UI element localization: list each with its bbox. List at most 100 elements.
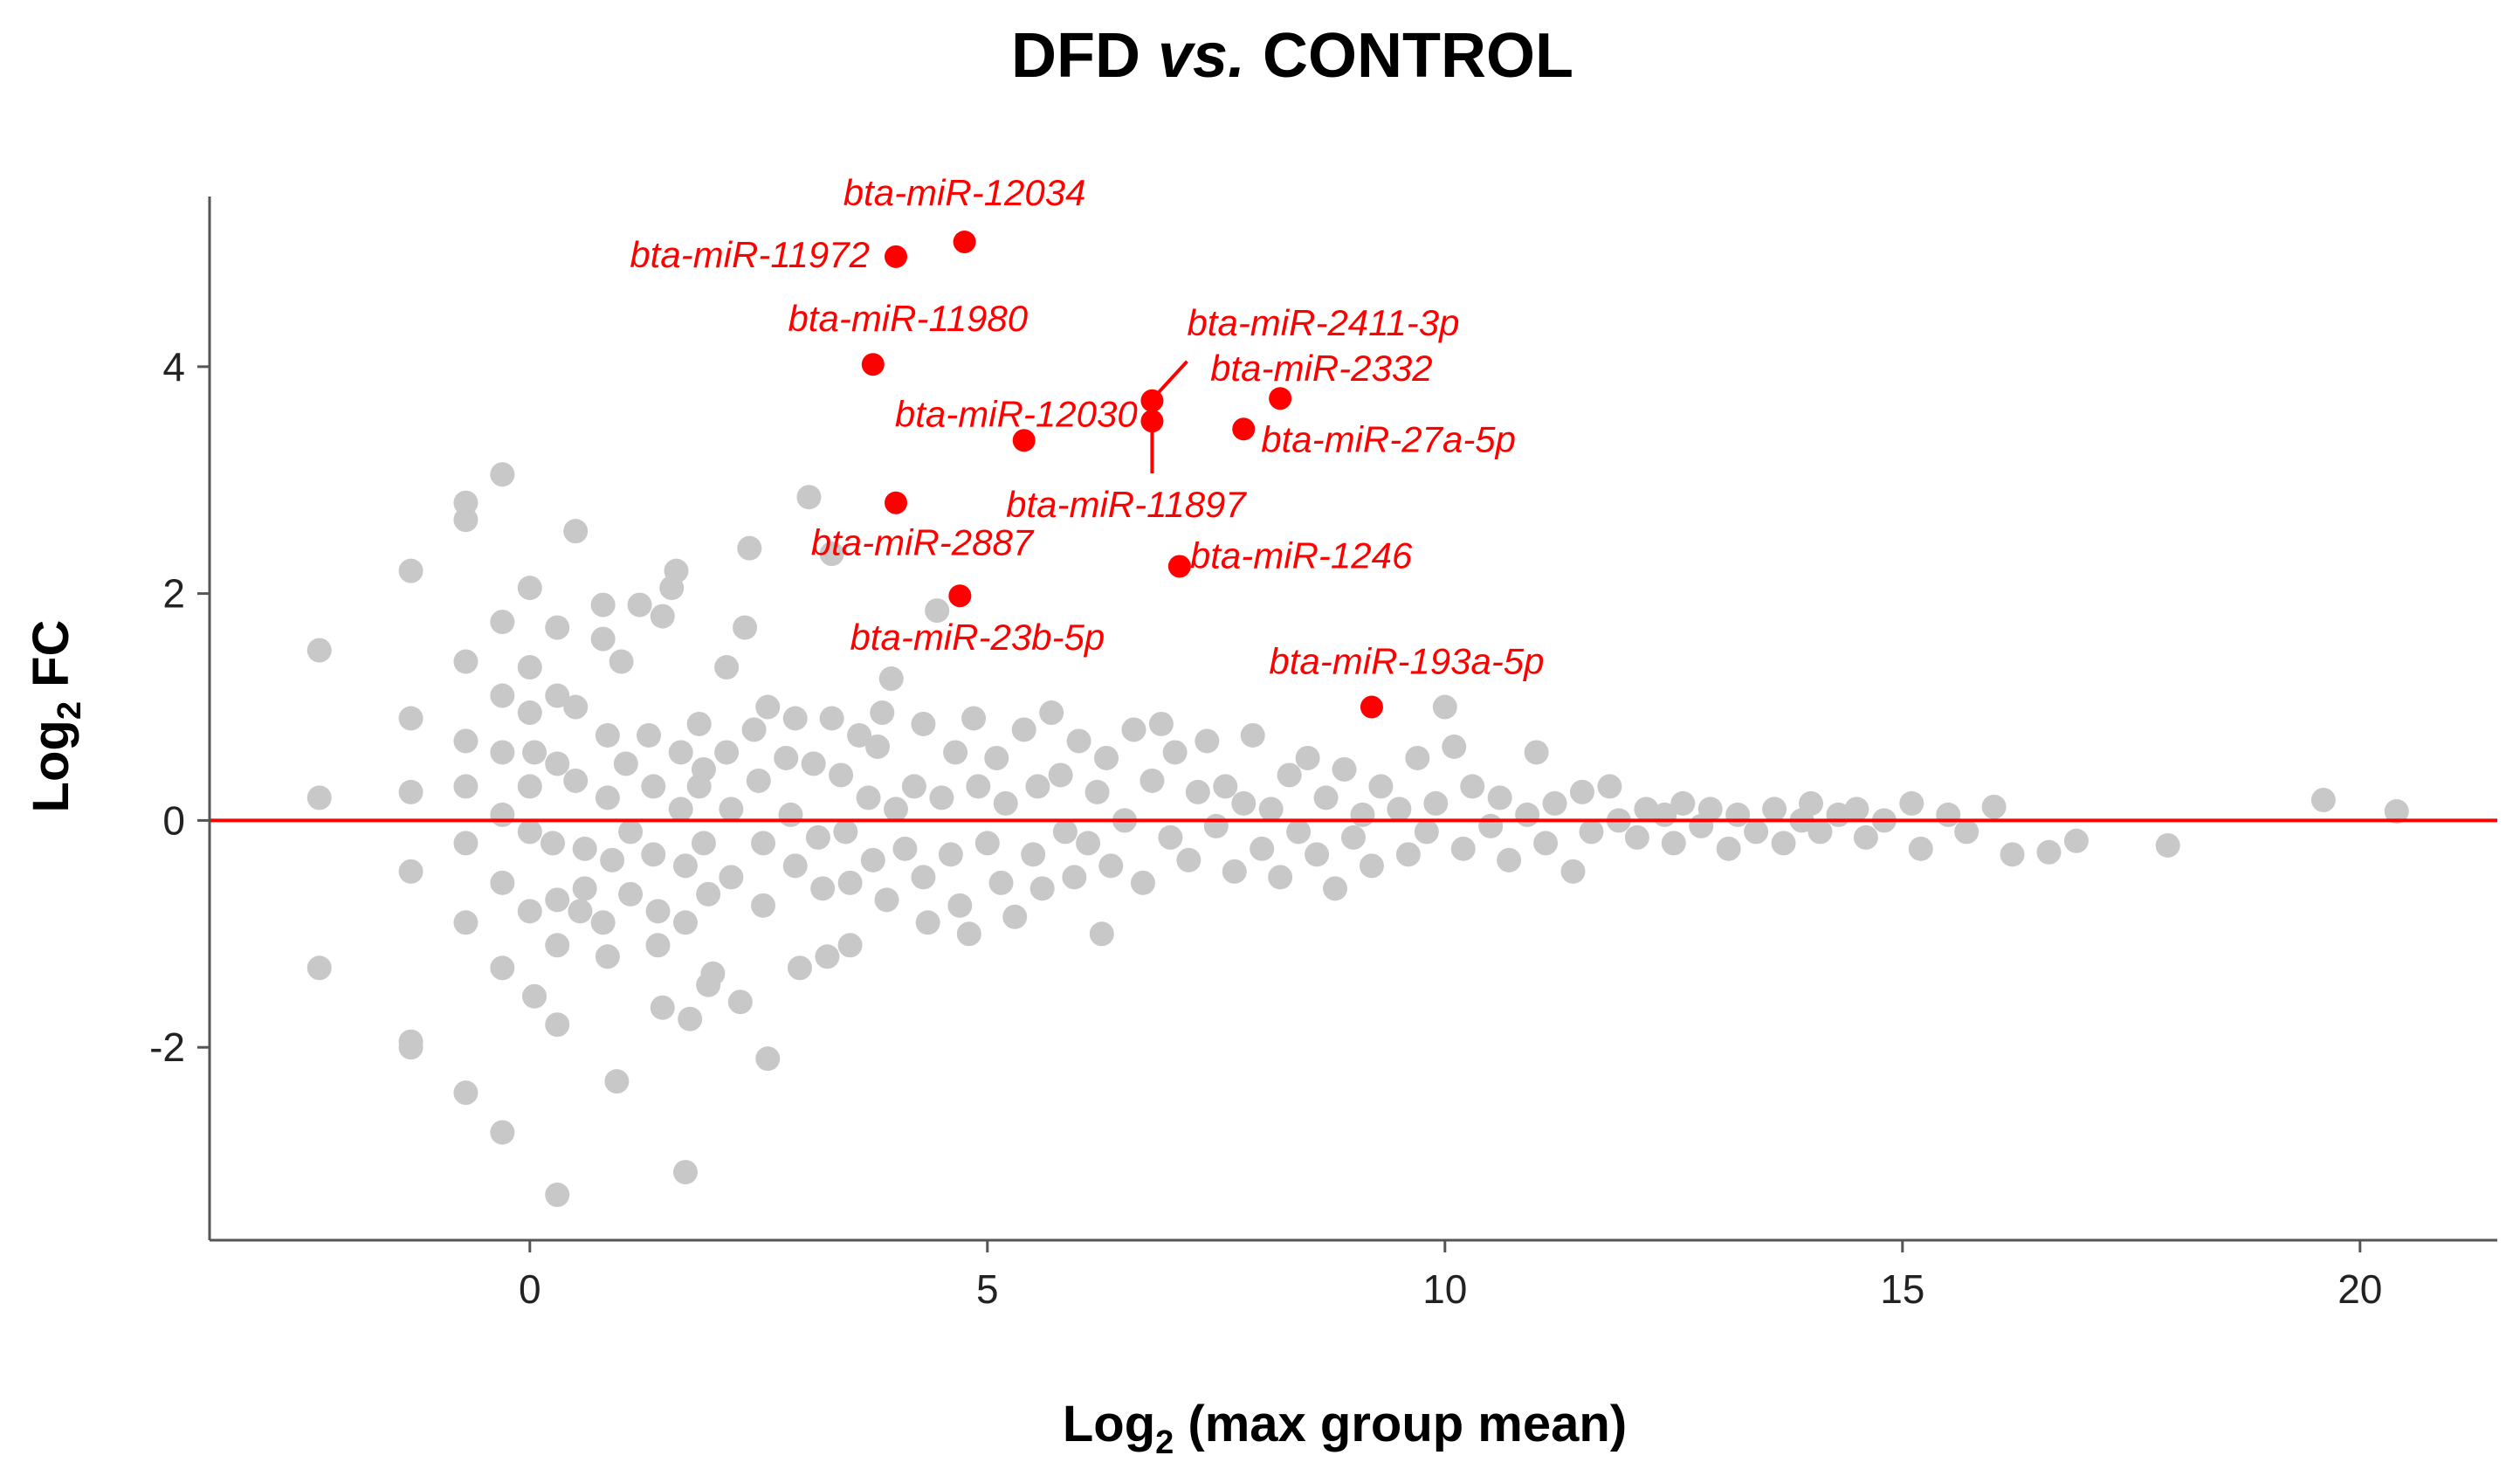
background-point [604,1069,630,1094]
background-point [1697,797,1723,822]
background-point [865,734,891,759]
background-point [1076,831,1101,856]
highlighted-point [1140,389,1164,412]
background-point [398,558,423,583]
background-point [590,910,616,935]
background-point [1121,717,1146,742]
background-point [590,626,616,652]
background-point [517,819,542,845]
background-point [719,865,744,890]
background-point [540,831,565,856]
background-point [911,711,936,736]
background-point [306,638,332,663]
background-point [1250,836,1275,861]
y-tick-label: 0 [162,797,185,843]
background-point [1497,847,1522,872]
y-axis-title-sub: 2 [52,701,88,720]
background-point [1002,904,1028,929]
highlighted-point-label: bta-miR-23b-5p [850,617,1105,658]
background-point [664,558,689,583]
background-point [306,955,332,981]
background-point [819,541,844,567]
background-point [545,683,570,708]
background-point [609,649,634,674]
background-point [782,853,808,879]
background-point [1744,819,1769,845]
background-point [453,490,479,515]
background-point [517,655,542,680]
background-point [490,740,515,765]
background-point [696,881,721,907]
background-point [645,899,671,924]
background-point [686,711,712,736]
background-point [1936,802,1961,827]
background-point [522,983,547,1009]
background-point [1332,756,1357,782]
chart-title-left: DFD [1011,21,1158,91]
background-point [1130,870,1155,895]
highlighted-point [861,353,885,376]
highlighted-point [948,584,972,608]
background-point [1286,819,1312,845]
background-point [398,1035,423,1060]
background-point [453,910,479,935]
background-point [668,740,693,765]
background-point [829,762,854,788]
background-point [1624,824,1649,850]
background-point [453,774,479,799]
background-point [613,751,638,776]
background-point [572,836,597,861]
background-point [453,831,479,856]
highlighted-point-label: bta-miR-11972 [630,234,870,275]
background-point [733,615,758,640]
highlighted-point [1232,417,1256,441]
background-point [1162,740,1188,765]
background-point [1560,859,1586,884]
background-point [398,859,423,884]
y-axis-title: Log2 FC [23,620,88,813]
background-point [870,700,895,726]
background-point [714,655,740,680]
background-point [751,831,776,856]
background-point [961,706,987,731]
background-point [741,717,767,742]
background-point [600,847,625,872]
background-point [668,797,693,822]
background-point [637,722,662,748]
highlighted-point-label: bta-miR-1246 [1190,535,1413,576]
background-point [1021,842,1046,867]
background-point [1395,842,1421,867]
background-point [563,694,589,720]
background-point [929,785,954,810]
y-axis-title-main: Log [23,720,79,812]
background-point [1981,794,2007,819]
background-point [641,774,666,799]
x-tick-label: 10 [1422,1266,1467,1312]
background-point [1524,740,1549,765]
background-point [453,728,479,754]
background-point [1350,802,1375,827]
background-point [782,706,808,731]
background-point [453,507,479,533]
background-point [595,944,620,969]
background-point [517,774,542,799]
background-point [901,774,926,799]
background-point [678,1006,703,1031]
background-point [672,1160,698,1185]
x-axis-title-sub: 2 [1155,1424,1174,1461]
background-point [1185,779,1210,804]
background-point [2310,788,2336,813]
y-tick-label: 4 [162,344,185,390]
background-point [1771,831,1796,856]
highlighted-point-label: bta-miR-193a-5p [1269,641,1544,682]
background-point [1176,847,1201,872]
highlighted-point-label: bta-miR-12030 [895,393,1138,434]
background-point [1908,836,1933,861]
background-point [1359,853,1384,879]
background-point [1460,774,1485,799]
background-point [618,881,644,907]
background-point [595,722,620,748]
background-point [1025,774,1050,799]
background-point [947,893,973,918]
highlighted-point-label: bta-miR-2411-3p [1187,302,1459,343]
